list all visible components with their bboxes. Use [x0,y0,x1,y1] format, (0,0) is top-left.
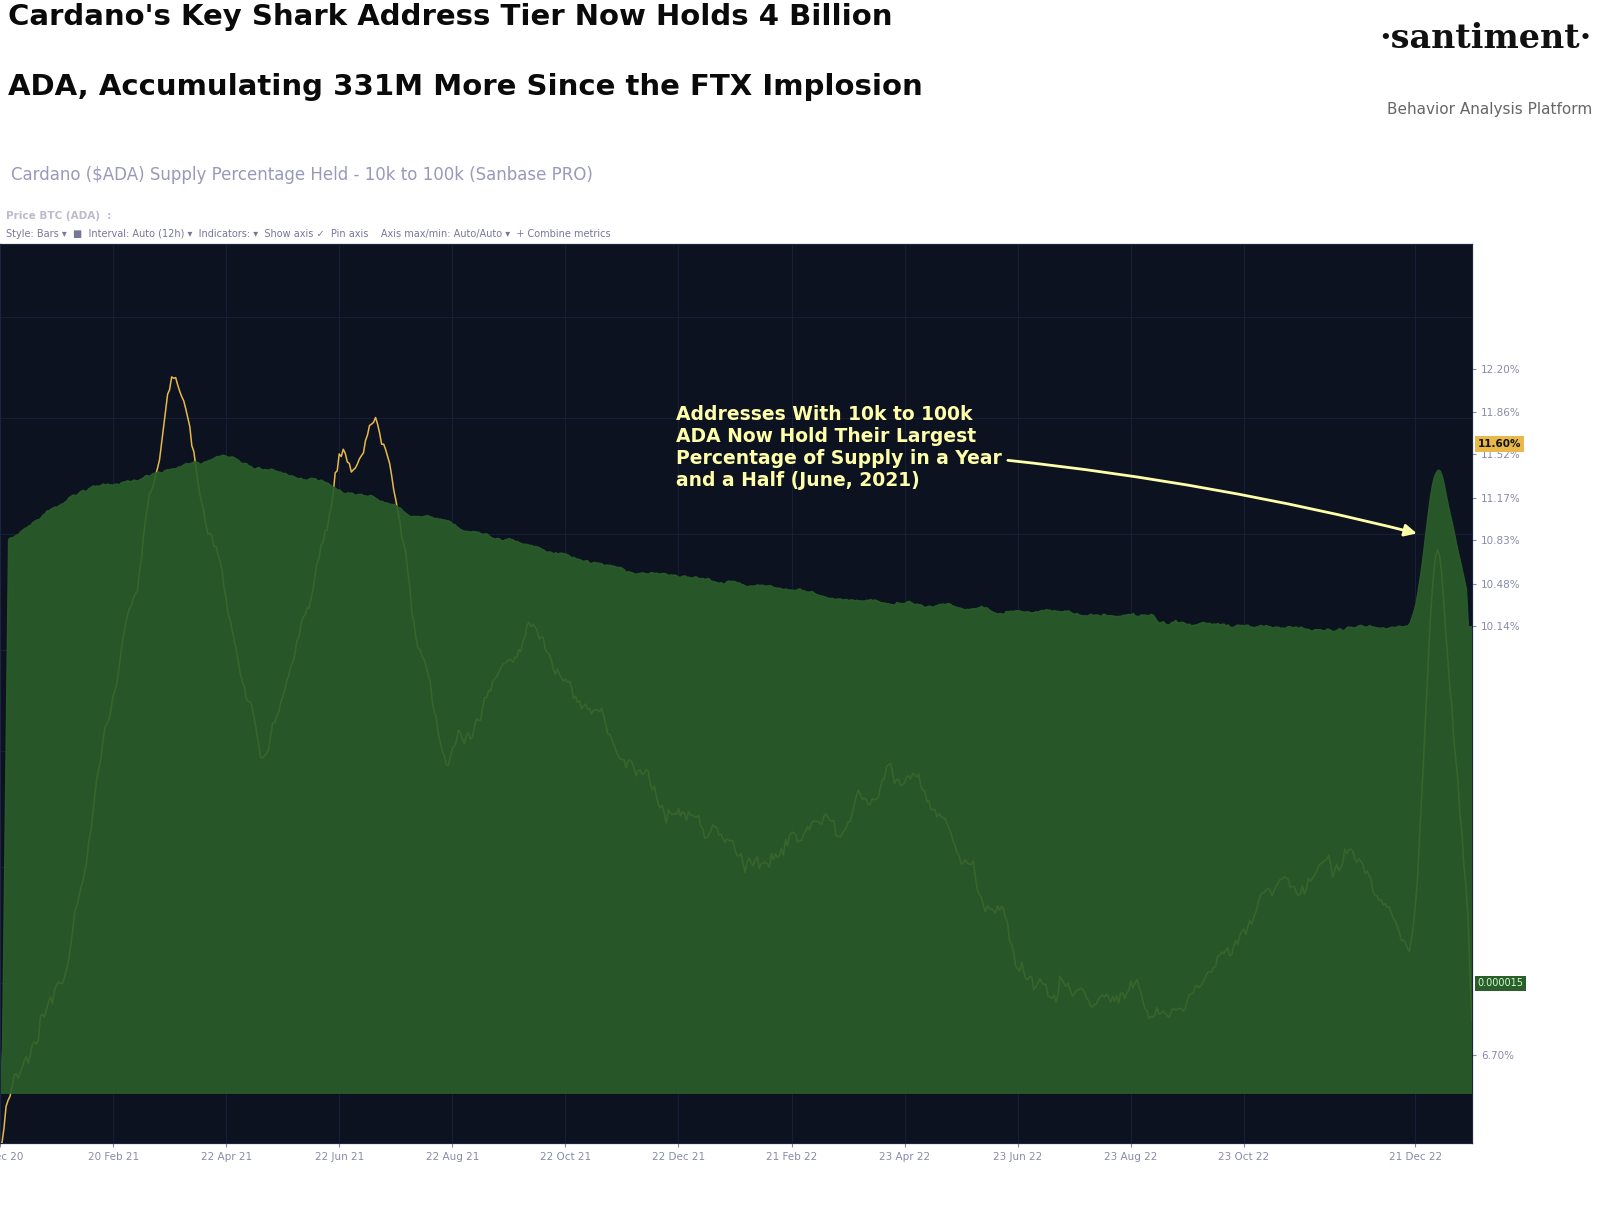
Text: Price BTC (ADA)  :: Price BTC (ADA) : [6,211,112,221]
Text: Behavior Analysis Platform: Behavior Analysis Platform [1387,103,1592,117]
Text: Addresses With 10k to 100k
ADA Now Hold Their Largest
Percentage of Supply in a : Addresses With 10k to 100k ADA Now Hold … [677,404,1414,535]
Text: Style: Bars ▾  ■  Interval: Auto (12h) ▾  Indicators: ▾  Show axis ✓  Pin axis  : Style: Bars ▾ ■ Interval: Auto (12h) ▾ I… [6,229,611,238]
Text: Cardano ($ADA) Supply Percentage Held - 10k to 100k (Sanbase PRO): Cardano ($ADA) Supply Percentage Held - … [11,166,594,185]
Text: 11.60%: 11.60% [1477,439,1522,448]
Text: — 11.6% (10,000 - 100,000) coins % (ADA): — 11.6% (10,000 - 100,000) coins % (ADA) [13,309,222,319]
Text: ·santiment·: ·santiment· [1379,22,1592,55]
Text: Cardano's Key Shark Address Tier Now Holds 4 Billion: Cardano's Key Shark Address Tier Now Hol… [8,4,893,31]
Text: ADA, Accumulating 331M More Since the FTX Implosion: ADA, Accumulating 331M More Since the FT… [8,73,923,101]
Text: 16:00, December 21, 2022: 16:00, December 21, 2022 [13,252,168,262]
Text: — BTC 0.000015 Price BTC (ADA): — BTC 0.000015 Price BTC (ADA) [13,280,174,291]
Text: 0.000015: 0.000015 [1477,979,1523,989]
